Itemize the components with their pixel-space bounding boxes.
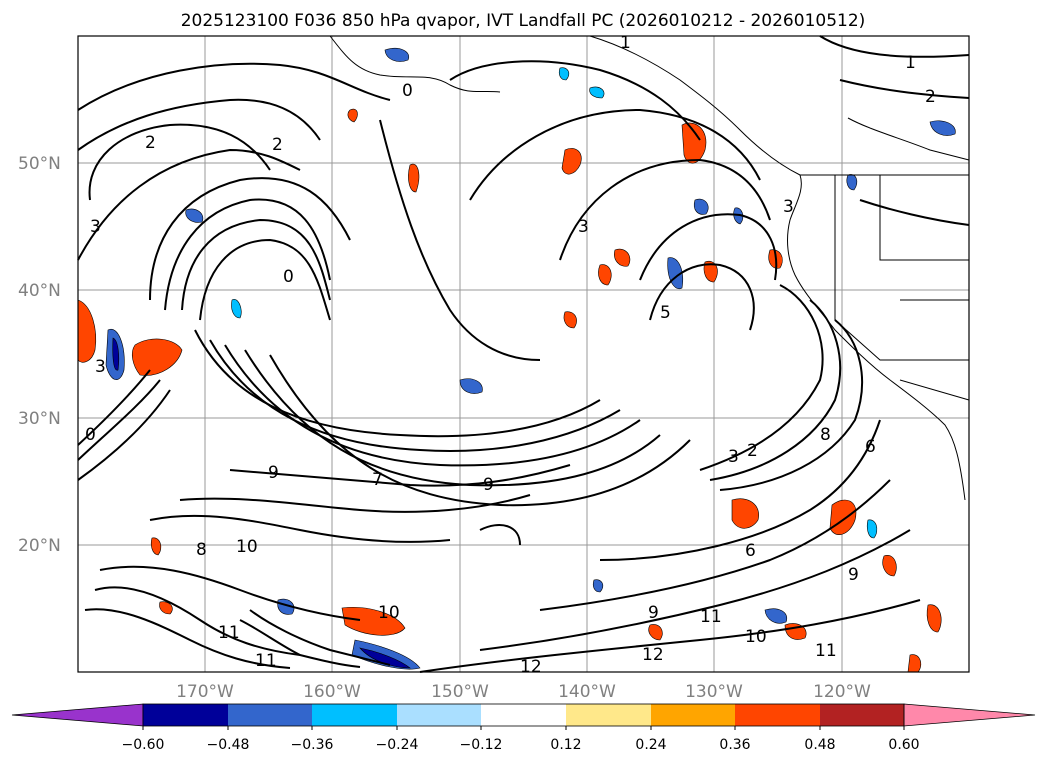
colorbar-tick-label: 0.60: [888, 737, 919, 753]
contour-label: 11: [700, 607, 722, 627]
colorbar-tick-label: −0.60: [122, 737, 165, 753]
contour-label: 2: [145, 133, 156, 153]
contour-labels: 0 0 0 1 1 2 2 2 2 3 3 3 3 3 5 6 6 7 8 8 …: [85, 33, 936, 677]
lon-label: 170°W: [176, 682, 234, 702]
latitude-labels: 50°N 40°N 30°N 20°N: [18, 154, 61, 556]
contour-label: 12: [520, 657, 542, 677]
lat-label: 30°N: [18, 409, 61, 429]
graticule: [78, 36, 969, 672]
colorbar-tick-label: 0.36: [719, 737, 750, 753]
figure-title: 2025123100 F036 850 hPa qvapor, IVT Land…: [181, 11, 866, 31]
colorbar-segment: [566, 704, 651, 726]
contour-label: 6: [745, 541, 756, 561]
contour-label: 10: [236, 537, 258, 557]
colorbar: −0.60 −0.48 −0.36 −0.24 −0.12 0.12 0.24 …: [11, 703, 1036, 753]
lat-label: 40°N: [18, 281, 61, 301]
ivt-contours: [77, 35, 970, 673]
colorbar-segment: [228, 704, 312, 726]
lon-label: 150°W: [431, 682, 489, 702]
contour-label: 2: [747, 441, 758, 461]
contour-label: 9: [268, 463, 279, 483]
longitude-labels: 170°W 160°W 150°W 140°W 130°W 120°W: [176, 682, 871, 702]
colorbar-segment: [312, 704, 397, 726]
contour-label: 1: [620, 33, 631, 53]
contour-label: 11: [255, 651, 277, 671]
colorbar-tick-label: 0.12: [550, 737, 581, 753]
colorbar-tick-label: −0.24: [376, 737, 419, 753]
contour-label: 3: [90, 217, 101, 237]
colorbar-segment: [397, 704, 481, 726]
contour-label: 9: [848, 565, 859, 585]
colorbar-segment: [735, 704, 820, 726]
map-panel: [77, 35, 970, 673]
contour-label: 11: [815, 641, 837, 661]
contour-label: 3: [578, 217, 589, 237]
coastlines: [329, 35, 970, 501]
contour-label: 0: [402, 81, 413, 101]
contour-label: 11: [218, 623, 240, 643]
colorbar-segment: [481, 704, 566, 726]
colorbar-segment-low-extend: [11, 703, 144, 727]
colorbar-segment: [651, 704, 735, 726]
contour-label: 1: [905, 53, 916, 73]
contour-label: 8: [820, 425, 831, 445]
contour-label: 7: [372, 470, 383, 490]
contour-label: 10: [378, 603, 400, 623]
lat-label: 50°N: [18, 154, 61, 174]
contour-label: 3: [95, 357, 106, 377]
contour-label: 0: [283, 267, 294, 287]
contour-label: 9: [648, 603, 659, 623]
contour-label: 6: [865, 437, 876, 457]
colorbar-segment: [820, 704, 904, 726]
lon-label: 160°W: [303, 682, 361, 702]
lat-label: 20°N: [18, 536, 61, 556]
colorbar-segment-high-extend: [903, 703, 1036, 727]
colorbar-segment: [143, 704, 228, 726]
colorbar-tick-label: 0.48: [804, 737, 835, 753]
lon-label: 130°W: [685, 682, 743, 702]
contour-label: 10: [745, 627, 767, 647]
colorbar-tick-label: 0.24: [635, 737, 666, 753]
contour-label: 8: [196, 540, 207, 560]
colorbar-tick-label: −0.48: [207, 737, 250, 753]
lon-label: 140°W: [558, 682, 616, 702]
colorbar-tick-label: −0.12: [460, 737, 503, 753]
lon-label: 120°W: [813, 682, 871, 702]
contour-label: 9: [483, 475, 494, 495]
contour-label: 2: [272, 135, 283, 155]
map-frame: [77, 35, 970, 673]
contour-label: 0: [85, 425, 96, 445]
contour-label: 3: [783, 197, 794, 217]
contour-label: 3: [728, 447, 739, 467]
contour-label: 2: [925, 87, 936, 107]
colorbar-tick-label: −0.36: [291, 737, 334, 753]
qvapor-shading: [77, 48, 956, 673]
contour-label: 5: [660, 303, 671, 323]
contour-label: 12: [642, 645, 664, 665]
